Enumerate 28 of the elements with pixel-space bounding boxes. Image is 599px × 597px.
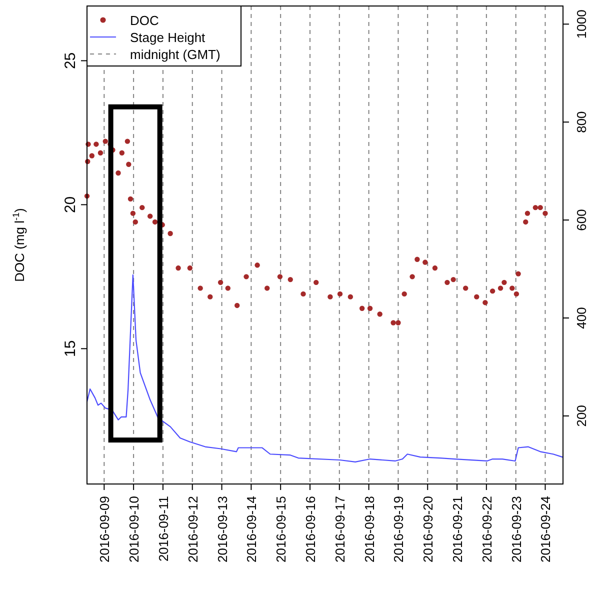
y2-tick-label: 600 — [574, 209, 589, 231]
y2-tick-label: 1000 — [574, 10, 589, 39]
x-tick-label: 2016-09-16 — [302, 496, 318, 562]
x-tick-label: 2016-09-23 — [508, 496, 524, 562]
x-tick-label: 2016-09-11 — [156, 496, 171, 562]
x-tick-label: 2016-09-15 — [274, 496, 289, 562]
x-tick-label: 2016-09-14 — [244, 496, 260, 562]
x-tick-label: 2016-09-22 — [479, 496, 494, 562]
y-tick-label: 25 — [62, 52, 79, 70]
x-tick-label: 2016-09-18 — [362, 496, 377, 562]
x-tick-label: 2016-09-17 — [332, 496, 348, 562]
y2-tick-label: 400 — [574, 307, 589, 329]
legend-label: Stage Height — [130, 30, 206, 45]
x-tick-label: 2016-09-13 — [214, 496, 230, 562]
legend-label: DOC — [130, 13, 159, 28]
y2-tick-label: 200 — [574, 405, 589, 427]
line-series — [86, 274, 563, 463]
x-tick-label: 2016-09-10 — [126, 496, 142, 562]
ref-line-label: midnight (GMT) — [130, 47, 220, 62]
x-tick-label: 2016-09-24 — [538, 496, 554, 562]
x-tick-label: 2016-09-21 — [450, 496, 466, 562]
y-tick-label: 20 — [62, 196, 79, 214]
y2-tick-label: 800 — [574, 111, 589, 133]
y-tick-label: 15 — [62, 340, 79, 358]
x-tick-label: 2016-09-12 — [185, 496, 200, 562]
x-tick-label: 2016-09-09 — [97, 496, 112, 562]
x-tick-label: 2016-09-20 — [420, 496, 436, 562]
x-tick-label: 2016-09-19 — [391, 496, 406, 562]
